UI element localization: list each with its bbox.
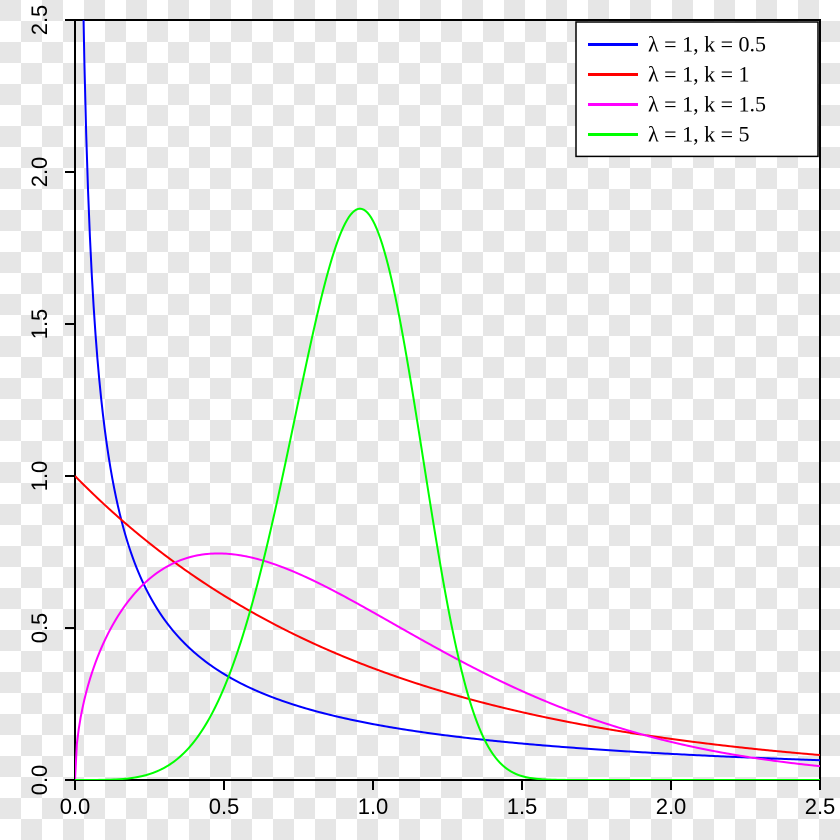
x-tick-label: 0.5 (209, 794, 240, 819)
x-tick-label: 2.5 (805, 794, 836, 819)
y-tick-label: 2.0 (27, 157, 52, 188)
y-tick-label: 2.5 (27, 5, 52, 36)
weibull-pdf-chart: 0.0 0.5 1.0 1.5 2.0 2.5 0.0 0.5 1.0 1.5 2.0 2.5 λ … (0, 0, 840, 840)
x-tick-label: 1.5 (507, 794, 538, 819)
x-tick-label: 1.0 (358, 794, 389, 819)
y-tick-label: 1.0 (27, 461, 52, 492)
legend-label-green: λ = 1, k = 5 (648, 122, 749, 147)
x-tick-label: 2.0 (656, 794, 687, 819)
y-tick-label: 0.5 (27, 613, 52, 644)
x-tick-label: 0.0 (60, 794, 91, 819)
legend-label-magenta: λ = 1, k = 1.5 (648, 92, 766, 117)
legend: λ = 1, k = 0.5 λ = 1, k = 1 λ = 1, k = 1.5… (576, 22, 818, 156)
legend-label-blue: λ = 1, k = 0.5 (648, 32, 766, 57)
y-tick-label: 1.5 (27, 309, 52, 340)
y-tick-label: 0.0 (27, 765, 52, 796)
legend-label-red: λ = 1, k = 1 (648, 62, 749, 87)
